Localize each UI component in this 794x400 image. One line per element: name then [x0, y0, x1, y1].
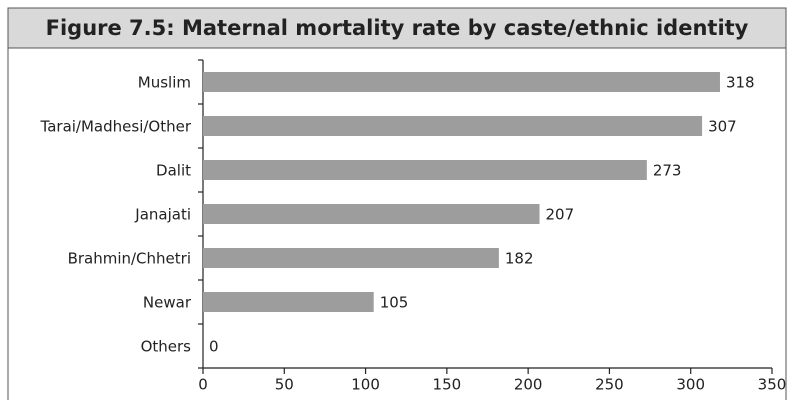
bar: [203, 72, 720, 92]
y-tick-label: Muslim: [138, 74, 191, 92]
bar: [203, 292, 374, 312]
y-tick-label: Brahmin/Chhetri: [68, 250, 191, 268]
bar: [203, 160, 647, 180]
data-label: 105: [380, 294, 409, 312]
y-tick-label: Others: [141, 338, 192, 356]
x-tick-label: 50: [275, 376, 294, 394]
title-box: [7, 7, 787, 49]
y-tick-label: Janajati: [134, 206, 191, 224]
x-tick-label: 0: [198, 376, 208, 394]
y-tick-label: Dalit: [156, 162, 191, 180]
x-tick-label: 350: [758, 376, 787, 394]
data-label: 307: [708, 118, 737, 136]
y-tick-label: Newar: [143, 294, 192, 312]
chart-title: Figure 7.5: Maternal mortality rate by c…: [46, 16, 749, 40]
x-tick-label: 300: [676, 376, 705, 394]
x-tick-label: 150: [433, 376, 462, 394]
bar: [203, 204, 540, 224]
bar: [203, 116, 703, 136]
data-label: 0: [209, 338, 219, 356]
data-label: 182: [505, 250, 534, 268]
x-tick-label: 250: [595, 376, 624, 394]
y-tick-label: Tarai/Madhesi/Other: [40, 118, 192, 136]
bar: [203, 248, 499, 268]
data-label: 273: [653, 162, 682, 180]
x-tick-label: 100: [351, 376, 380, 394]
data-label: 207: [546, 206, 575, 224]
data-label: 318: [726, 74, 755, 92]
x-tick-label: 200: [514, 376, 543, 394]
